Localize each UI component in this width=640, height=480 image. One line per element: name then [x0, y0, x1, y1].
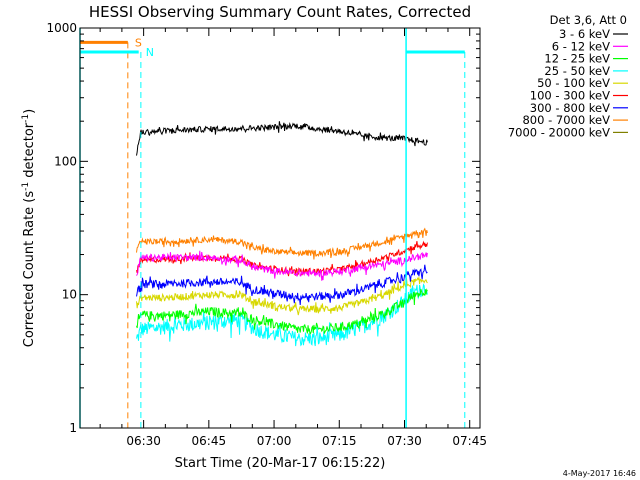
axis-layer: 1 10 100 1000 06:30 06:45 07:00 07:15 07:30 07:45 — [46, 21, 487, 448]
series-line — [136, 250, 428, 281]
flag-label: N — [146, 46, 154, 59]
data-layer — [136, 121, 428, 347]
y-tick-label: 1000 — [46, 21, 77, 35]
legend-label: 12 - 25 keV — [544, 52, 610, 66]
series-line — [136, 227, 428, 260]
legend-label: 7000 - 20000 keV — [508, 125, 610, 139]
legend-label: 800 - 7000 keV — [522, 113, 610, 127]
legend-label: 300 - 800 keV — [530, 101, 610, 115]
y-tick-label: 1 — [69, 421, 77, 435]
legend-label: 3 - 6 keV — [559, 27, 610, 41]
series-line — [136, 275, 428, 316]
y-tick-label: 100 — [54, 154, 77, 168]
chart-title: HESSI Observing Summary Count Rates, Cor… — [89, 3, 471, 21]
y-axis-label-part: ) — [22, 109, 37, 114]
series-line — [136, 288, 428, 336]
y-axis-label: Corrected Count Rate (s-1 detector-1) — [21, 109, 37, 347]
legend-label: 50 - 100 keV — [537, 76, 610, 90]
flag-label: S — [135, 36, 142, 49]
legend-header: Det 3,6, Att 0 — [550, 13, 627, 27]
x-tick-label: 06:30 — [126, 434, 161, 448]
plot-frame — [79, 27, 481, 429]
x-axis-label: Start Time (20-Mar-17 06:15:22) — [175, 456, 386, 471]
x-tick-label: 07:45 — [452, 434, 487, 448]
x-tick-label: 07:15 — [322, 434, 357, 448]
y-tick-label: 10 — [62, 288, 77, 302]
series-line — [136, 264, 428, 306]
y-axis-label-sup: -1 — [21, 114, 31, 123]
series-line — [136, 121, 428, 156]
legend-label: 25 - 50 keV — [544, 64, 610, 78]
x-tick-label: 07:30 — [387, 434, 422, 448]
y-axis-label-part: Corrected Count Rate (s — [22, 191, 37, 348]
x-tick-label: 06:45 — [192, 434, 227, 448]
footer-date: 4-May-2017 16:46 — [563, 469, 636, 478]
y-axis-label-sup: -1 — [21, 182, 31, 191]
y-axis-label-part: detector — [22, 122, 37, 182]
series-line — [136, 283, 428, 347]
legend-label: 6 - 12 keV — [552, 39, 610, 53]
series-line — [136, 240, 428, 277]
legend-label: 100 - 300 keV — [530, 89, 610, 103]
x-tick-label: 07:00 — [257, 434, 292, 448]
